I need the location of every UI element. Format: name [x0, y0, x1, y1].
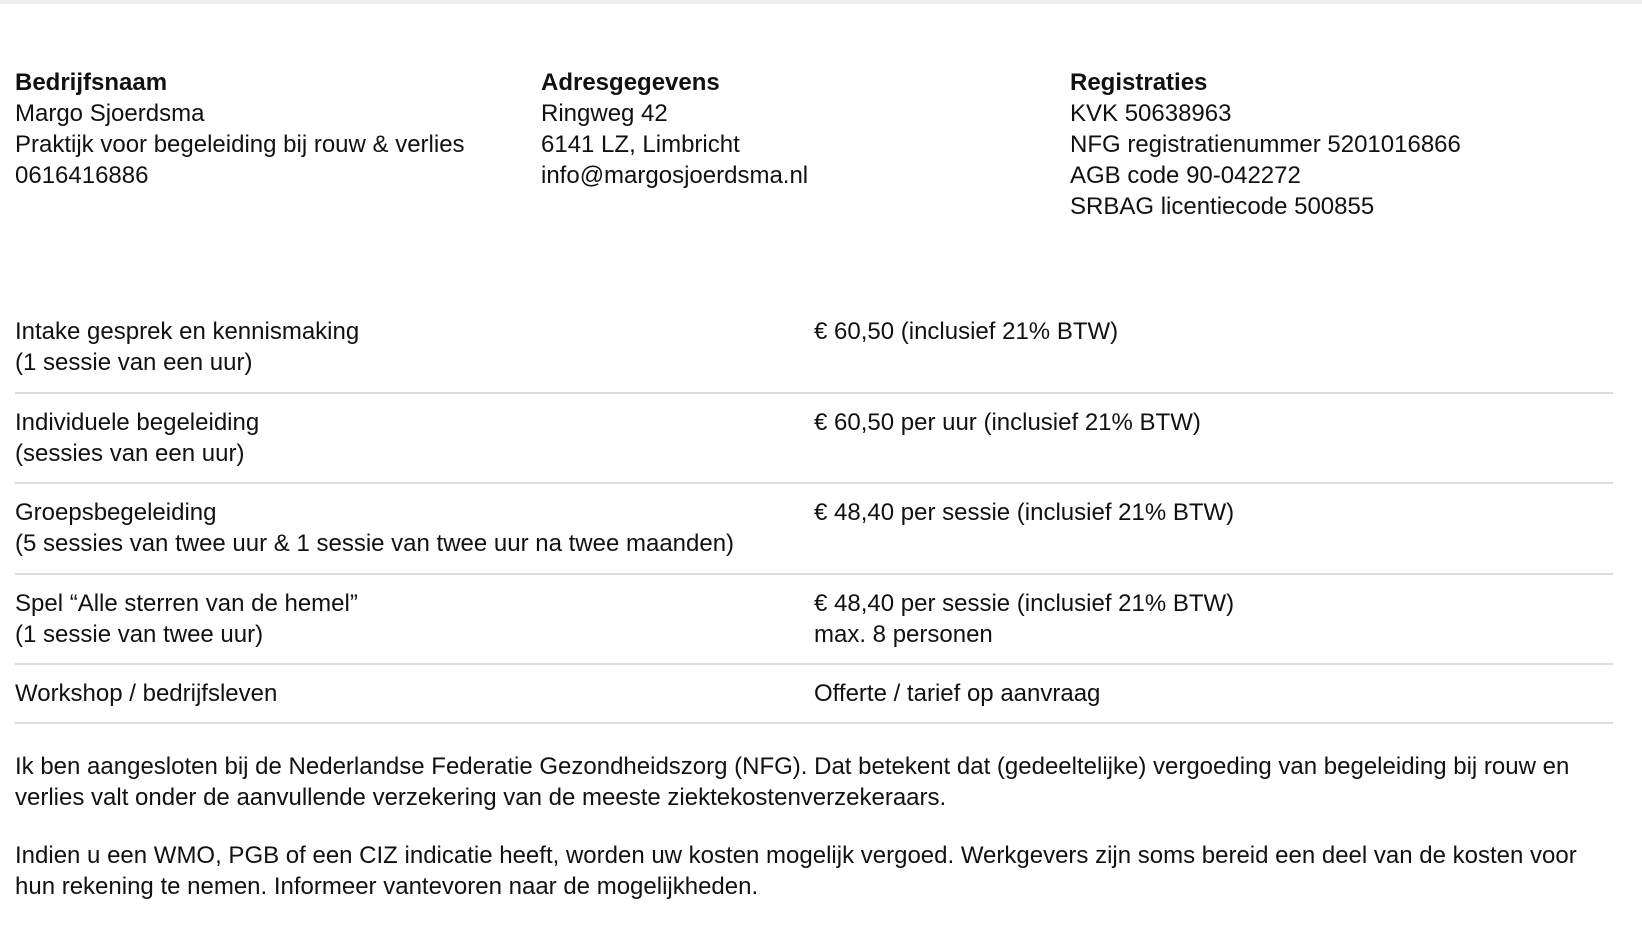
reimbursement-paragraph: Indien u een WMO, PGB of een CIZ indicat… [15, 842, 1577, 900]
price-row: Workshop / bedrijfsleven Offerte / tarie… [15, 678, 1613, 724]
company-description: Praktijk voor begeleiding bij rouw & ver… [15, 131, 465, 158]
service-price: € 48,40 per sessie (inclusief 21% BTW) [814, 499, 1235, 526]
registration-agb: AGB code 90-042272 [1070, 162, 1301, 189]
price-row: Spel “Alle sterren van de hemel” (1 sessi… [15, 588, 1613, 665]
company-phone: 0616416886 [15, 162, 149, 189]
service-name: Individuele begeleiding [15, 409, 260, 436]
registrations-column: Registraties KVK 50638963 NFG registrati… [1070, 67, 1461, 222]
service-price: € 48,40 per sessie (inclusief 21% BTW) [814, 590, 1235, 617]
service-detail: (1 sessie van een uur) [15, 349, 253, 376]
company-column: Bedrijfsnaam Margo Sjoerdsma Praktijk vo… [15, 67, 465, 191]
service-price: € 60,50 per uur (inclusief 21% BTW) [814, 409, 1201, 436]
service-name: Groepsbegeleiding [15, 499, 217, 526]
service-detail: (5 sessies van twee uur & 1 sessie van t… [15, 530, 735, 557]
service-name: Workshop / bedrijfsleven [15, 680, 278, 707]
service-name: Spel “Alle sterren van de hemel” [15, 590, 358, 617]
price-row: Groepsbegeleiding (5 sessies van twee uur… [15, 497, 1613, 575]
address-city: 6141 LZ, Limbricht [541, 131, 740, 158]
registrations-heading: Registraties [1070, 69, 1208, 96]
address-column: Adresgegevens Ringweg 42 6141 LZ, Limbri… [541, 67, 808, 191]
registration-kvk: KVK 50638963 [1070, 100, 1232, 127]
service-price: € 60,50 (inclusief 21% BTW) [814, 318, 1119, 345]
service-detail: (sessies van een uur) [15, 440, 245, 467]
registration-nfg: NFG registratienummer 5201016866 [1070, 131, 1461, 158]
address-heading: Adresgegevens [541, 69, 720, 96]
price-row: Individuele begeleiding (sessies van een … [15, 407, 1613, 484]
service-name: Intake gesprek en kennismaking [15, 318, 360, 345]
service-detail: (1 sessie van twee uur) [15, 621, 264, 648]
address-email: info@margosjoerdsma.nl [541, 162, 809, 189]
top-divider [0, 0, 1642, 4]
service-price: Offerte / tarief op aanvraag [814, 680, 1101, 707]
registration-srbag: SRBAG licentiecode 500855 [1070, 193, 1375, 220]
address-street: Ringweg 42 [541, 100, 668, 127]
service-note: max. 8 personen [814, 621, 993, 648]
company-heading: Bedrijfsnaam [15, 69, 168, 96]
insurance-paragraph: Ik ben aangesloten bij de Nederlandse Fe… [15, 753, 1570, 811]
company-name: Margo Sjoerdsma [15, 100, 205, 127]
price-row: Intake gesprek en kennismaking (1 sessie … [15, 316, 1613, 394]
